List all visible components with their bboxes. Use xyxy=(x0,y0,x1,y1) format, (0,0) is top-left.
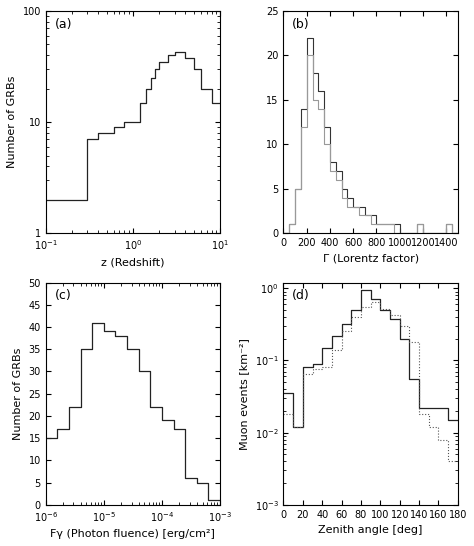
X-axis label: Fγ (Photon fluence) [erg/cm²]: Fγ (Photon fluence) [erg/cm²] xyxy=(51,529,215,539)
Text: (d): (d) xyxy=(292,289,310,302)
Text: (a): (a) xyxy=(55,17,72,31)
Y-axis label: Number of GRBs: Number of GRBs xyxy=(13,347,23,440)
X-axis label: Zenith angle [deg]: Zenith angle [deg] xyxy=(319,525,423,535)
X-axis label: z (Redshift): z (Redshift) xyxy=(101,258,164,268)
Y-axis label: Muon events [km⁻²]: Muon events [km⁻²] xyxy=(239,338,249,450)
X-axis label: Γ (Lorentz factor): Γ (Lorentz factor) xyxy=(323,254,419,264)
Text: (c): (c) xyxy=(55,289,71,302)
Text: (b): (b) xyxy=(292,17,310,31)
Y-axis label: Number of GRBs: Number of GRBs xyxy=(7,76,17,168)
